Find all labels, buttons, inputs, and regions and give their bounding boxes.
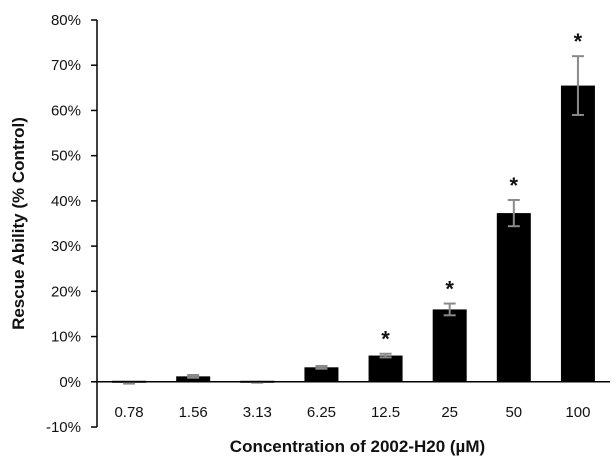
significance-markers: * * * * [381, 29, 582, 352]
error-bar [507, 198, 520, 228]
error-bar [571, 55, 584, 116]
bar [176, 376, 211, 382]
error-bar [315, 364, 328, 370]
y-tick-label: 80% [51, 12, 81, 29]
bar [368, 355, 403, 382]
error-bar [443, 302, 456, 317]
significance-star: * [381, 327, 390, 352]
y-tick-label: 10% [51, 329, 81, 346]
x-tick-label: 0.78 [114, 404, 143, 421]
y-tick-label: -10% [46, 419, 81, 436]
x-tick-label: 12.5 [371, 404, 400, 421]
y-tick-label: 40% [51, 193, 81, 210]
y-axis-ticks: -10% 0% 10% 20% 30% 40% 50% 60% 70% 80% [46, 12, 97, 436]
significance-star: * [510, 173, 519, 198]
y-tick-label: 0% [59, 374, 81, 391]
significance-star: * [445, 277, 454, 302]
bar [304, 367, 339, 382]
bars-group [112, 85, 595, 383]
x-tick-label: 6.25 [307, 404, 336, 421]
significance-star: * [574, 29, 583, 54]
x-tick-label: 1.56 [179, 404, 208, 421]
y-tick-label: 30% [51, 238, 81, 255]
error-bar [379, 352, 392, 359]
y-tick-label: 50% [51, 148, 81, 165]
x-tick-label: 25 [441, 404, 458, 421]
y-tick-label: 70% [51, 57, 81, 74]
y-tick-label: 60% [51, 102, 81, 119]
x-tick-label: 100 [565, 404, 590, 421]
bar [432, 309, 467, 382]
error-bar [187, 373, 200, 379]
x-axis-tick-labels: 0.78 1.56 3.13 6.25 12.5 25 50 100 [114, 404, 590, 421]
x-tick-label: 50 [505, 404, 522, 421]
bar [560, 85, 595, 382]
x-axis-title: Concentration of 2002-H20 (µM) [230, 437, 485, 456]
x-tick-label: 3.13 [243, 404, 272, 421]
bar [496, 213, 531, 382]
y-tick-label: 20% [51, 283, 81, 300]
y-axis-title: Rescue Ability (% Control) [9, 117, 28, 330]
